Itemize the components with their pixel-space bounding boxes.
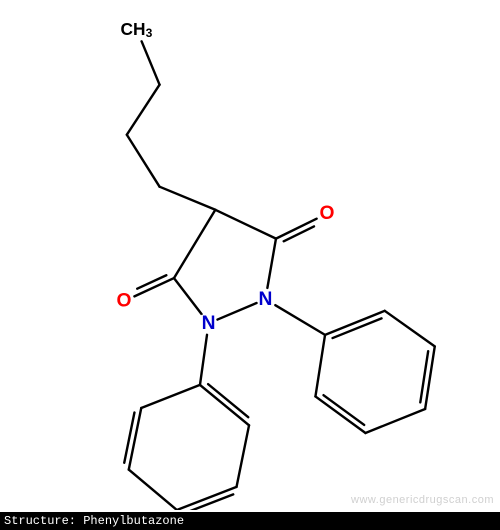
footer-name: Phenylbutazone — [83, 514, 184, 528]
svg-text:O: O — [116, 291, 131, 312]
svg-text:N: N — [258, 289, 272, 310]
svg-text:N: N — [202, 313, 216, 334]
footer-label: Structure: — [4, 514, 76, 528]
molecule-svg: OONNCH3 — [0, 0, 500, 510]
footer-bar: Structure: Phenylbutazone — [0, 512, 500, 530]
watermark-text: www.genericdrugscan.com — [351, 494, 494, 506]
svg-text:O: O — [319, 203, 334, 224]
molecule-canvas: OONNCH3 — [0, 0, 500, 510]
